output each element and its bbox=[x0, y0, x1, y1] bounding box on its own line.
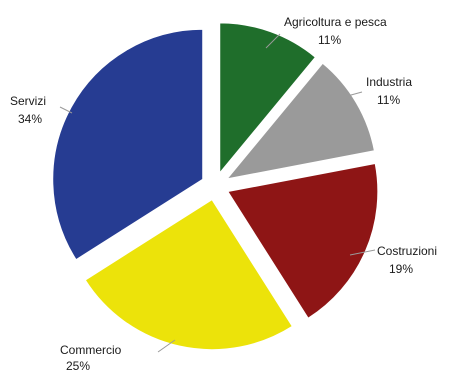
slice-label-servizi: Servizi bbox=[10, 94, 46, 108]
slice-pct-agricoltura: 11% bbox=[318, 33, 341, 47]
leader-servizi bbox=[59, 106, 73, 114]
slice-pct-costruzioni: 19% bbox=[389, 262, 413, 276]
leader-lines bbox=[59, 33, 376, 353]
slice-commercio bbox=[84, 198, 294, 351]
pie-slices bbox=[52, 22, 379, 351]
leader-agricoltura bbox=[265, 33, 281, 49]
leader-industria bbox=[339, 91, 363, 99]
leader-costruzioni bbox=[349, 249, 376, 256]
slice-pct-industria: 11% bbox=[377, 93, 400, 107]
slice-labels: Agricoltura e pesca 11% Industria 11% Co… bbox=[10, 15, 437, 372]
slice-pct-servizi: 34% bbox=[18, 112, 42, 126]
slice-label-commercio: Commercio bbox=[60, 343, 122, 357]
leader-commercio bbox=[157, 339, 176, 353]
slice-industria bbox=[225, 62, 375, 180]
slice-costruzioni bbox=[227, 162, 379, 319]
slice-label-agricoltura: Agricoltura e pesca bbox=[284, 15, 387, 29]
slice-agricoltura bbox=[219, 22, 317, 175]
slice-pct-commercio: 25% bbox=[66, 359, 90, 372]
slice-servizi bbox=[52, 28, 204, 261]
slice-label-industria: Industria bbox=[366, 75, 412, 89]
slice-label-costruzioni: Costruzioni bbox=[377, 244, 437, 258]
